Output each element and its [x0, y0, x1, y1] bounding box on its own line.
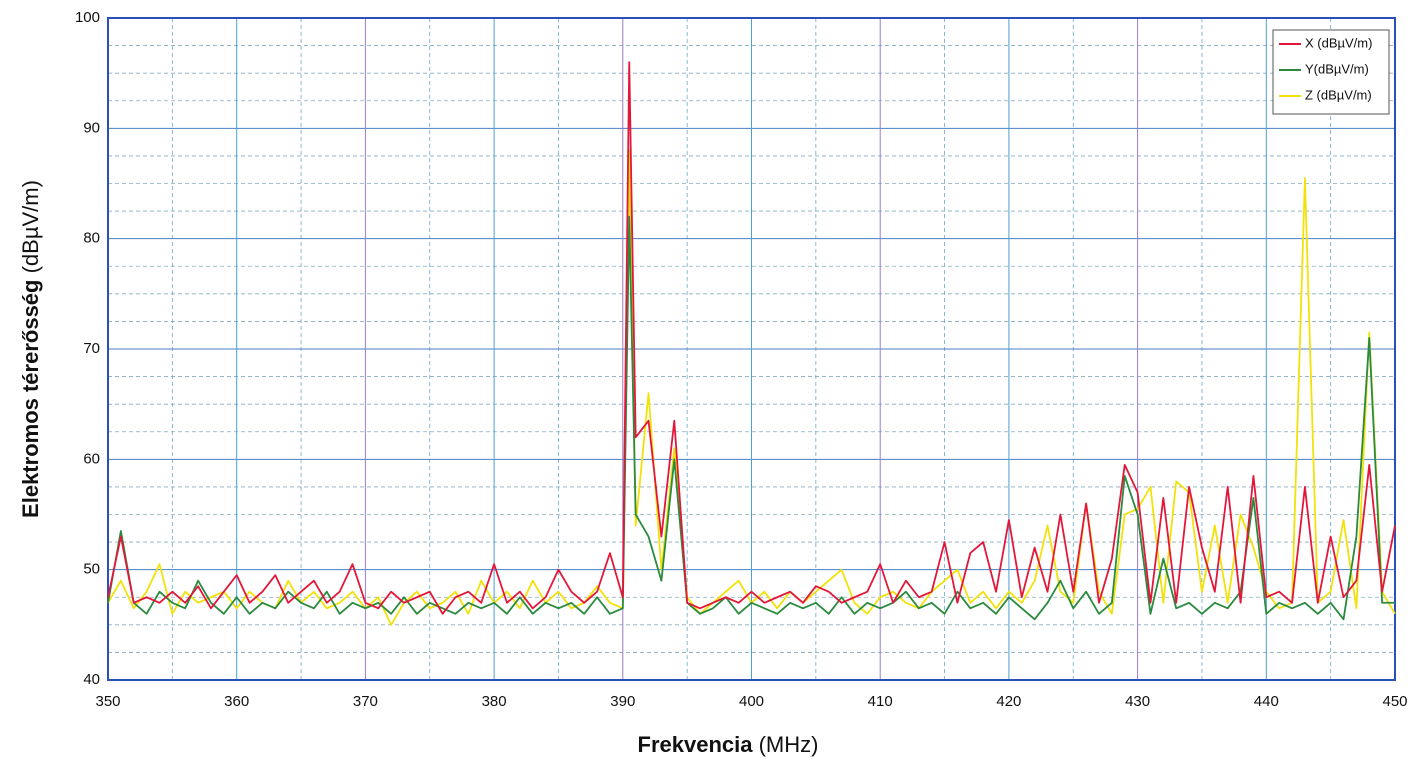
x-tick-label: 440: [1254, 693, 1279, 710]
y-axis-title: Elektromos térerősség (dBµV/m): [18, 180, 43, 518]
legend-label: Z (dBµV/m): [1305, 87, 1372, 102]
x-tick-label: 450: [1382, 693, 1407, 710]
series-line: [107, 61, 1396, 615]
series-line: [107, 149, 1396, 626]
x-tick-label: 350: [95, 693, 120, 710]
y-tick-label: 40: [83, 671, 100, 688]
legend-label: X (dBµV/m): [1305, 35, 1372, 50]
x-axis-title: Frekvencia (MHz): [638, 732, 819, 757]
y-tick-label: 50: [83, 561, 100, 578]
x-tick-label: 370: [353, 693, 378, 710]
x-tick-label: 420: [996, 693, 1021, 710]
x-tick-label: 410: [868, 693, 893, 710]
y-tick-label: 80: [83, 230, 100, 247]
y-tick-label: 60: [83, 450, 100, 467]
x-tick-label: 390: [610, 693, 635, 710]
x-tick-label: 400: [739, 693, 764, 710]
y-title-unit: (dBµV/m): [18, 180, 43, 273]
y-title-main: Elektromos térerősség: [18, 280, 43, 518]
x-tick-label: 360: [224, 693, 249, 710]
y-tick-label: 100: [75, 9, 100, 26]
x-title-main: Frekvencia: [638, 732, 754, 757]
x-title-unit: (MHz): [759, 732, 819, 757]
y-tick-label: 70: [83, 340, 100, 357]
x-tick-label: 380: [482, 693, 507, 710]
plot-frame: [107, 17, 1396, 681]
y-tick-label: 90: [83, 119, 100, 136]
legend-label: Y(dBµV/m): [1305, 61, 1369, 76]
x-tick-label: 430: [1125, 693, 1150, 710]
series-line: [107, 215, 1395, 621]
